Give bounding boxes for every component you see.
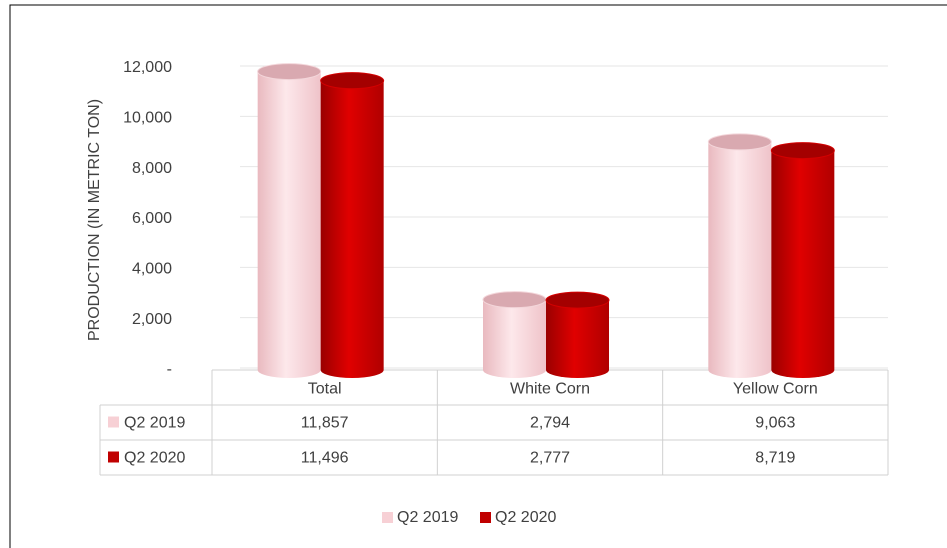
table-series-label: Q2 2020 [124,450,185,467]
y-tick-label: 8,000 [132,160,172,177]
bar-top [707,133,772,151]
table-value: 11,496 [301,450,349,467]
cylinder [770,142,835,378]
bar [483,299,546,378]
bar-top [320,72,385,90]
cylinder [707,133,772,378]
bar [257,71,321,379]
bar [320,80,384,379]
y-tick-label: - [167,361,172,378]
bar-top [545,291,610,309]
y-tick-label: 10,000 [123,110,172,127]
legend-key [480,512,491,523]
legend-label: Q2 2020 [495,509,556,526]
y-tick-label: 2,000 [132,311,172,328]
legend-label: Q2 2019 [397,509,458,526]
table-value: 2,794 [530,415,570,432]
bar [546,300,609,378]
table-value: 9,063 [755,415,795,432]
y-tick-label: 12,000 [123,59,172,76]
y-axis-title: PRODUCTION (IN METRIC TON) [86,99,103,341]
table-value: 8,719 [755,450,795,467]
bar [771,150,835,378]
legend-key [382,512,393,523]
bar [708,141,772,378]
x-tick-label: Yellow Corn [733,381,818,398]
cylinder [482,291,547,378]
legend-key [108,451,119,463]
bar-top [482,291,547,309]
y-tick-label: 6,000 [132,210,172,227]
bar-top [257,63,322,81]
table-value: 11,857 [301,415,349,432]
bar-top [770,142,835,160]
cylinder [257,63,322,379]
table-value: 2,777 [530,450,570,467]
legend-key [108,416,119,428]
x-tick-label: Total [308,381,342,398]
cylinder [320,72,385,379]
x-tick-label: White Corn [510,381,590,398]
y-tick-label: 4,000 [132,261,172,278]
cylinder [545,291,610,378]
table-series-label: Q2 2019 [124,415,185,432]
